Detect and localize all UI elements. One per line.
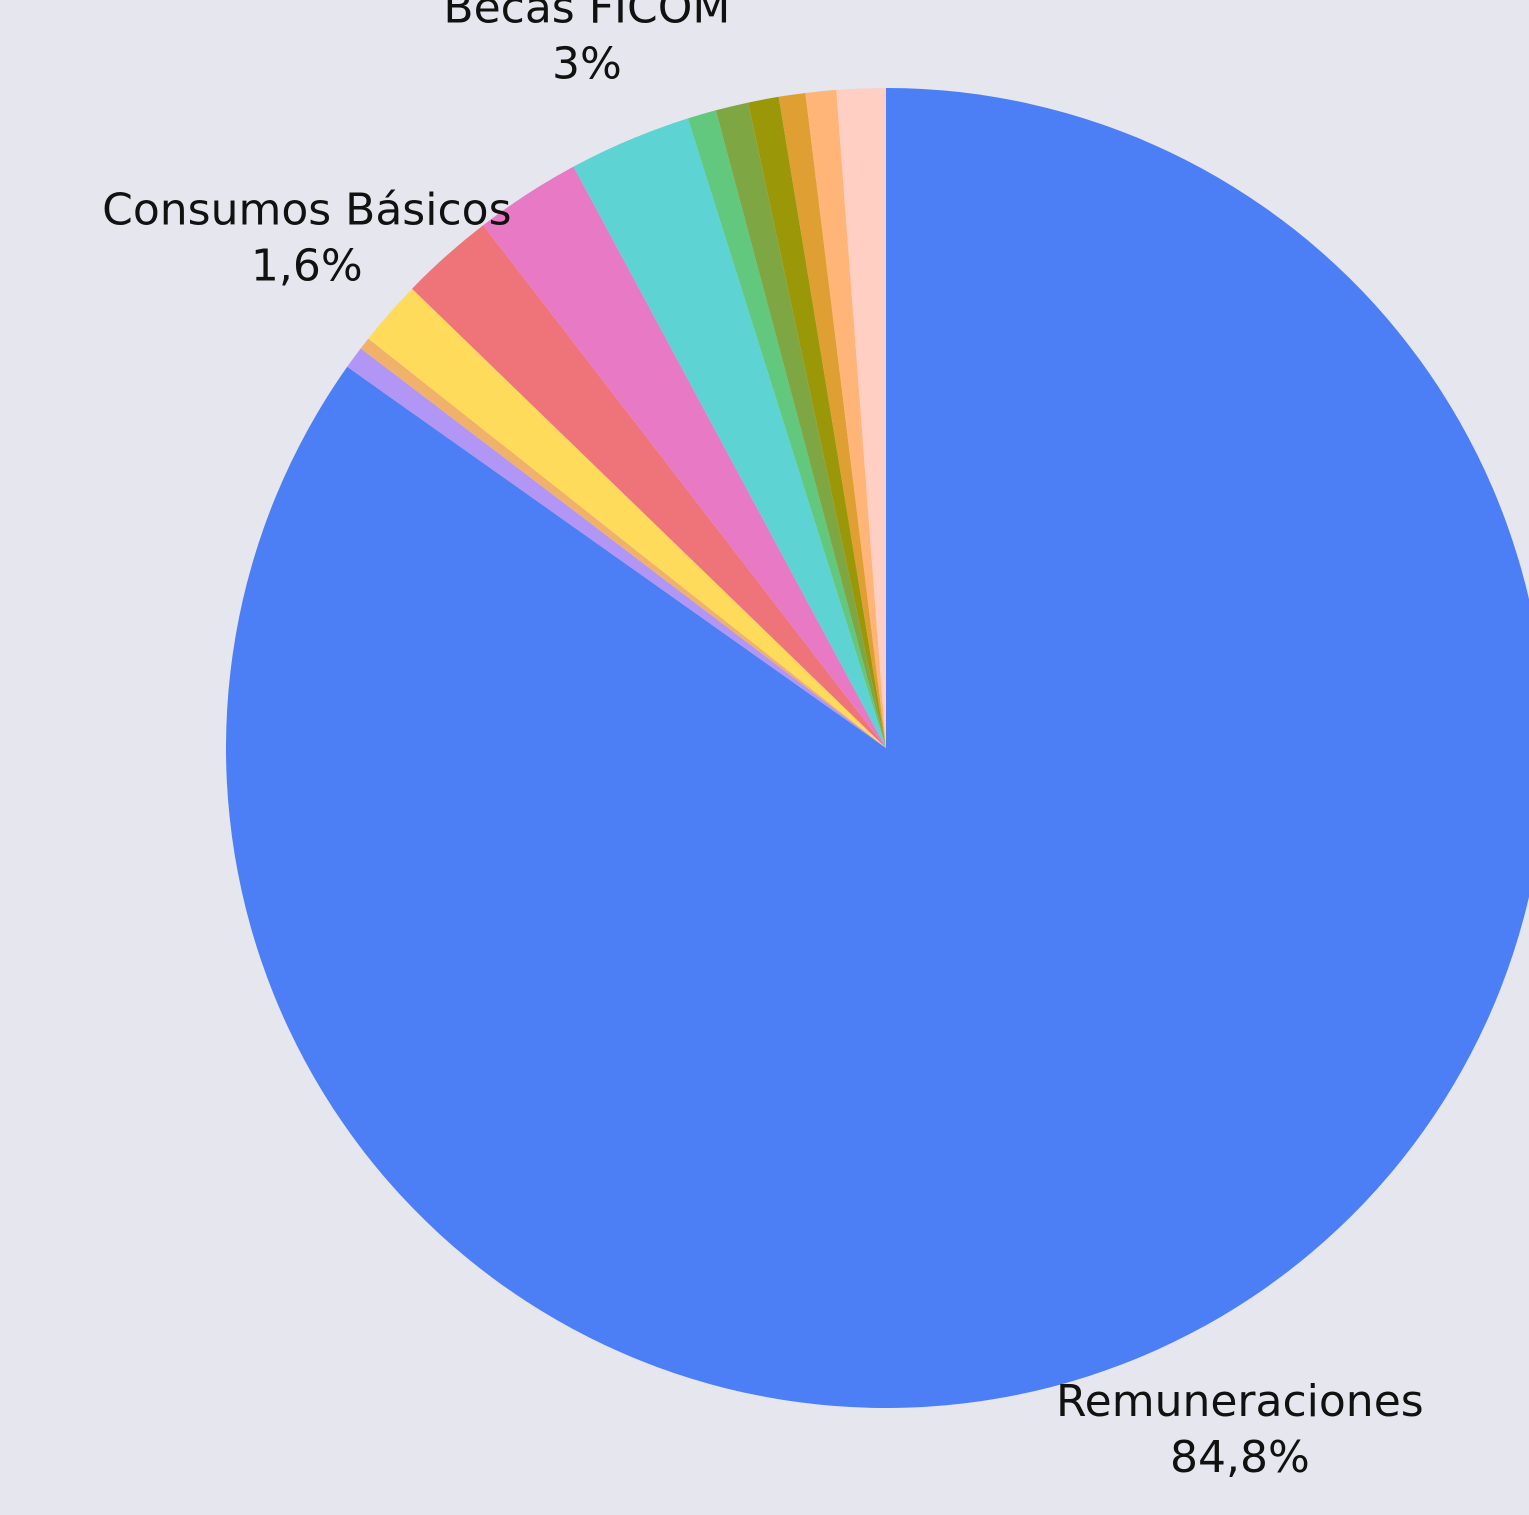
slice-value-label: 3%: [552, 38, 622, 89]
pie-slice: [360, 338, 887, 748]
pie-slice: [412, 225, 886, 748]
pie-slice: [573, 118, 886, 749]
slice-value-label: 1,6%: [251, 241, 363, 292]
pie-slice: [483, 166, 886, 749]
slice-value-label: 84,8%: [1170, 1432, 1310, 1483]
slice-label: Remuneraciones: [1056, 1376, 1424, 1427]
pie-slice: [368, 288, 887, 748]
pie-slice: [805, 89, 886, 748]
pie-slice: [748, 96, 886, 748]
pie-slice: [836, 88, 886, 748]
slice-label: Consumos Básicos: [102, 185, 511, 236]
pie-slice: [347, 348, 887, 748]
pie-slice: [778, 92, 886, 749]
slice-label: Becas FICOM: [443, 0, 730, 33]
pie-slice: [226, 88, 1529, 1408]
pie-slice: [687, 110, 886, 748]
pie-slice: [715, 102, 886, 748]
